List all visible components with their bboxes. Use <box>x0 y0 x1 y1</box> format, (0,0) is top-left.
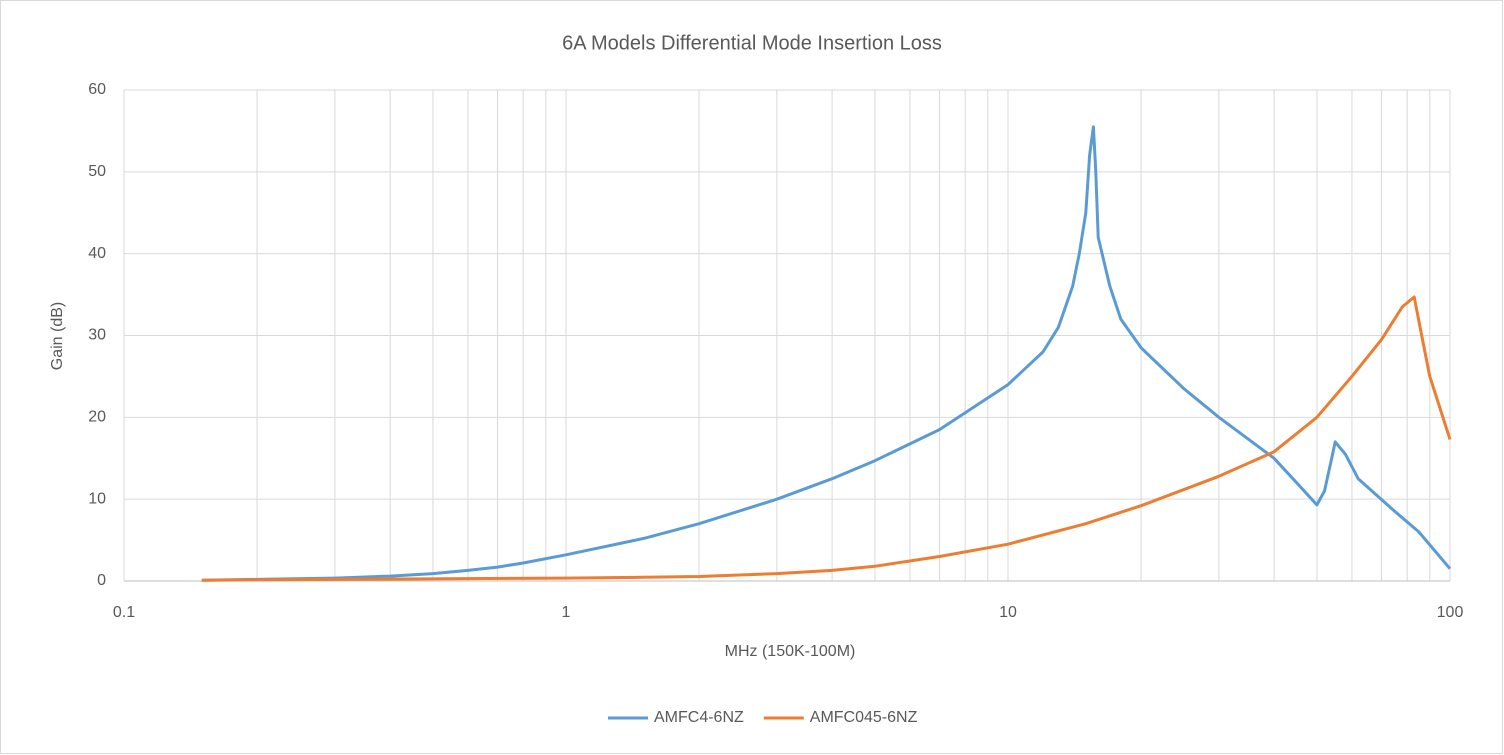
x-tick-label: 100 <box>1437 604 1464 621</box>
x-tick-label: 1 <box>562 604 571 621</box>
y-tick-label: 30 <box>88 327 106 344</box>
chart-title: 6A Models Differential Mode Insertion Lo… <box>562 32 942 54</box>
x-axis-label: MHz (150K-100M) <box>725 643 856 660</box>
y-tick-label: 40 <box>88 245 106 262</box>
y-tick-label: 50 <box>88 163 106 180</box>
x-tick-label: 10 <box>999 604 1017 621</box>
series-line <box>201 125 1452 582</box>
x-tick-label: 0.1 <box>113 604 135 621</box>
legend-label: AMFC045-6NZ <box>810 709 918 726</box>
y-axis-label: Gain (dB) <box>49 302 66 370</box>
y-tick-label: 60 <box>88 81 106 98</box>
series-line <box>201 295 1452 582</box>
y-tick-label: 0 <box>97 572 106 589</box>
y-tick-label: 10 <box>88 490 106 507</box>
y-tick-label: 20 <box>88 409 106 426</box>
legend-label: AMFC4-6NZ <box>654 709 744 726</box>
